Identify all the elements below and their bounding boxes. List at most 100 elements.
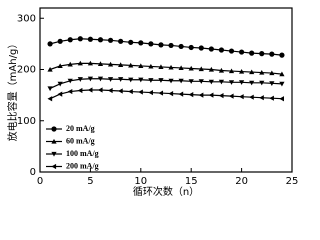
chart: 放电比容量（mAh/g） 循环次数（n） 0 100 200 300 0 5 10 15 20 2… xyxy=(6,7,299,198)
marker xyxy=(218,79,225,85)
marker xyxy=(148,78,154,83)
marker xyxy=(107,61,114,67)
marker xyxy=(47,96,53,102)
marker xyxy=(208,92,214,98)
marker xyxy=(168,90,174,97)
series-line xyxy=(49,89,282,100)
marker xyxy=(269,51,275,57)
marker xyxy=(239,68,245,74)
x-tick-label: 5 xyxy=(87,176,93,187)
legend-label: 200 mA/g xyxy=(66,161,99,170)
marker xyxy=(138,77,144,83)
marker xyxy=(57,91,63,97)
marker xyxy=(57,81,63,87)
marker xyxy=(168,42,174,49)
marker xyxy=(87,87,93,93)
y-tick-label: 100 xyxy=(17,116,36,127)
y-tick-label: 0 xyxy=(30,167,36,178)
marker xyxy=(168,78,174,84)
marker xyxy=(87,60,93,66)
marker xyxy=(178,43,184,50)
marker xyxy=(188,65,194,71)
marker xyxy=(208,66,214,72)
marker xyxy=(97,87,103,93)
marker xyxy=(47,66,53,72)
marker xyxy=(279,81,285,87)
marker xyxy=(239,94,244,100)
marker xyxy=(67,37,73,43)
marker xyxy=(77,60,83,66)
marker xyxy=(118,62,124,67)
marker xyxy=(198,45,204,51)
marker xyxy=(77,36,83,42)
marker xyxy=(51,126,57,132)
marker xyxy=(279,71,285,77)
marker xyxy=(239,80,245,85)
legend-label: 20 mA/g xyxy=(66,124,95,133)
marker xyxy=(269,81,275,86)
marker xyxy=(57,63,63,68)
marker xyxy=(178,65,184,71)
marker xyxy=(158,42,164,48)
marker xyxy=(148,89,153,96)
marker xyxy=(259,80,265,86)
legend-label: 60 mA/g xyxy=(66,136,95,145)
marker xyxy=(279,96,284,102)
marker xyxy=(259,69,265,75)
legend-label: 100 mA/g xyxy=(66,149,99,158)
x-tick-label: 10 xyxy=(134,176,147,187)
marker xyxy=(228,68,235,74)
marker xyxy=(148,63,154,69)
marker xyxy=(239,49,245,55)
marker xyxy=(107,37,114,43)
marker xyxy=(279,52,285,58)
marker xyxy=(77,87,83,94)
marker xyxy=(128,62,134,68)
marker xyxy=(118,38,124,44)
marker xyxy=(269,95,274,101)
marker xyxy=(188,79,194,84)
marker xyxy=(118,77,124,82)
marker xyxy=(87,76,93,82)
marker xyxy=(208,79,214,85)
marker xyxy=(218,67,225,73)
x-axis-label: 循环次数（n） xyxy=(133,185,199,198)
marker xyxy=(97,37,104,43)
marker xyxy=(138,63,144,68)
marker xyxy=(67,61,73,67)
marker xyxy=(107,87,113,94)
marker xyxy=(218,47,225,53)
marker xyxy=(178,91,184,97)
marker xyxy=(128,88,133,95)
marker xyxy=(67,88,73,95)
marker xyxy=(77,77,83,82)
marker xyxy=(198,79,204,84)
marker xyxy=(249,50,255,56)
marker xyxy=(178,78,184,84)
marker xyxy=(97,61,104,66)
marker xyxy=(97,76,104,82)
x-tick-label: 20 xyxy=(235,176,248,187)
marker xyxy=(51,138,57,144)
x-tick-label: 25 xyxy=(286,176,299,187)
marker xyxy=(67,78,73,84)
marker xyxy=(87,36,93,42)
y-axis-label: 放电比容量（mAh/g） xyxy=(6,39,19,142)
marker xyxy=(228,80,235,85)
x-tick-label: 0 xyxy=(37,176,43,187)
marker xyxy=(128,39,134,45)
series-line xyxy=(49,62,282,75)
marker xyxy=(198,66,204,72)
series-line xyxy=(49,78,282,90)
marker xyxy=(228,93,234,99)
marker xyxy=(249,69,255,75)
marker xyxy=(148,41,154,47)
series-line xyxy=(49,38,282,56)
marker xyxy=(249,94,254,100)
marker xyxy=(107,77,114,82)
marker xyxy=(128,77,134,83)
marker xyxy=(218,93,224,99)
marker xyxy=(118,88,123,94)
y-tick-label: 200 xyxy=(17,65,36,76)
marker xyxy=(138,40,144,46)
